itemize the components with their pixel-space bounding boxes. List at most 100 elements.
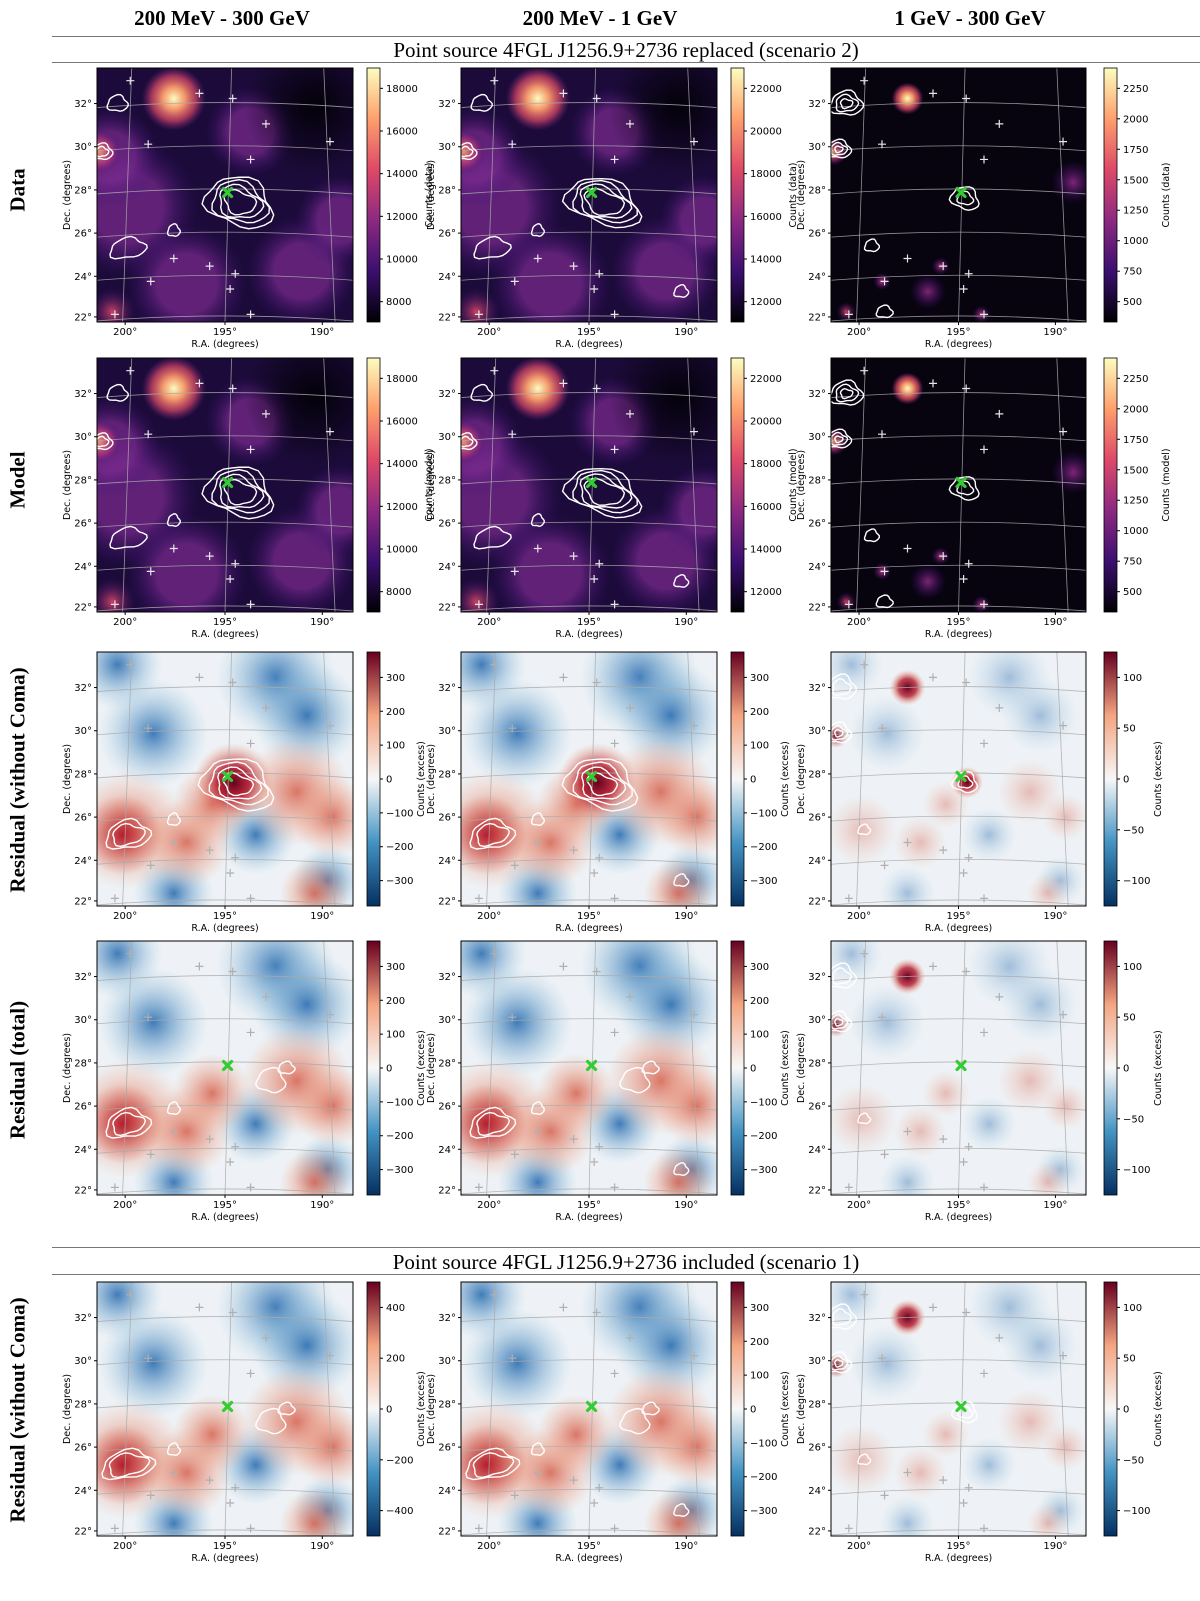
catalog-source-marker <box>205 552 214 561</box>
x-tick-label: 200° <box>113 911 137 922</box>
diffuse-emission <box>610 216 717 322</box>
heatmap <box>97 941 353 1195</box>
catalog-source-marker <box>1059 721 1068 730</box>
significance-contour <box>956 190 975 206</box>
dec-gridline <box>97 858 353 865</box>
colorbar-label: Counts (excess) <box>780 1371 791 1447</box>
colorbar-label: Counts (model) <box>788 448 799 521</box>
ra-gridline <box>588 652 596 906</box>
faint-source <box>931 547 950 566</box>
colorbar <box>730 357 745 613</box>
edge-source <box>461 287 501 322</box>
x-tick-label: 200° <box>847 1200 871 1211</box>
significance-contour <box>957 1405 974 1419</box>
colorbar-tick-label: −200 <box>386 1131 413 1142</box>
y-axis-label: Dec. (degrees) <box>796 160 807 230</box>
positive-residual <box>505 1086 596 1177</box>
dec-gridline <box>831 1188 1086 1195</box>
catalog-source-marker <box>592 1308 601 1317</box>
colorbar-tick-label: 200 <box>750 1337 769 1348</box>
catalog-source-marker <box>325 1010 334 1019</box>
ra-gridline <box>224 1282 232 1536</box>
edge-source <box>461 577 501 612</box>
positive-residual <box>1026 1502 1069 1536</box>
y-tick-label: 30° <box>438 1356 456 1367</box>
dec-gridline <box>831 1316 1086 1322</box>
y-tick-label: 22° <box>438 1185 456 1196</box>
y-tick-label: 24° <box>74 272 92 283</box>
y-tick-label: 26° <box>808 813 826 824</box>
catalog-source-marker <box>878 1354 886 1363</box>
negative-residual <box>215 794 296 875</box>
y-tick-label: 30° <box>808 1356 826 1367</box>
catalog-source-marker <box>860 76 869 85</box>
negative-residual <box>215 1424 296 1505</box>
significance-contour <box>561 467 643 519</box>
x-axis-label: R.A. (degrees) <box>555 1212 622 1223</box>
faint-source <box>972 305 991 322</box>
catalog-source-marker <box>592 678 601 687</box>
catalog-source-marker <box>228 384 237 393</box>
y-tick-label: 32° <box>74 972 92 983</box>
colorbar-tick-label: −200 <box>750 1131 777 1142</box>
significance-contour <box>476 822 511 848</box>
colorbar-tick-label: 22000 <box>750 84 782 95</box>
y-tick-label: 28° <box>808 475 826 486</box>
catalog-source-marker <box>880 1150 889 1159</box>
dec-gridline <box>97 729 353 736</box>
catalog-source-marker <box>246 155 255 164</box>
catalog-source-marker <box>261 409 270 418</box>
dec-gridline <box>97 815 353 822</box>
dec-gridline <box>831 899 1086 906</box>
negative-residual <box>251 660 353 771</box>
ra-gridline <box>323 1282 336 1536</box>
positive-residual <box>279 858 350 906</box>
catalog-source-marker <box>559 673 568 682</box>
dec-gridline <box>97 564 353 571</box>
colorbar-tick-label: 300 <box>386 673 405 684</box>
y-tick-label: 32° <box>438 1313 456 1324</box>
y-tick-label: 22° <box>808 1185 826 1196</box>
dec-gridline <box>461 102 717 108</box>
dec-gridline <box>461 1018 717 1025</box>
x-tick-label: 190° <box>674 617 698 628</box>
catalog-source-marker <box>144 1013 153 1022</box>
negative-residual <box>462 678 573 789</box>
y-tick-label: 26° <box>438 1102 456 1113</box>
negative-residual <box>1001 677 1079 754</box>
colorbar-tick-label: 1750 <box>1123 435 1148 446</box>
y-tick-label: 26° <box>74 813 92 824</box>
negative-residual <box>292 1134 353 1195</box>
ra-gridline <box>958 1282 966 1536</box>
y-tick-label: 30° <box>808 726 826 737</box>
catalog-source-marker <box>533 1127 542 1136</box>
significance-contour <box>106 93 129 112</box>
negative-residual <box>216 941 337 1027</box>
colorbar <box>366 940 381 1196</box>
negative-residual <box>961 1095 1018 1152</box>
y-tick-label: 24° <box>808 272 826 283</box>
ra-gridline <box>687 652 700 906</box>
x-tick-label: 200° <box>477 327 501 338</box>
dec-gridline <box>97 392 353 398</box>
catalog-source-marker <box>939 1135 948 1144</box>
y-tick-label: 26° <box>74 1443 92 1454</box>
y-tick-label: 24° <box>438 562 456 573</box>
ra-gridline <box>1056 941 1069 1195</box>
catalog-source-marker <box>592 384 601 393</box>
positive-residual <box>831 1082 898 1155</box>
dec-gridline <box>461 478 717 485</box>
point-source-marker <box>955 476 967 489</box>
catalog-source-marker <box>860 366 869 375</box>
positive-residual <box>461 769 552 890</box>
dec-gridline <box>831 102 1086 108</box>
panel-frame <box>830 940 1087 1196</box>
significance-contour <box>97 432 114 451</box>
significance-contour <box>561 758 639 812</box>
catalog-source-marker <box>980 739 988 748</box>
catalog-source-marker <box>962 678 971 687</box>
colorbar-tick-label: 1500 <box>1123 465 1148 476</box>
catalog-source-marker <box>959 1498 968 1507</box>
dec-gridline <box>97 145 353 152</box>
significance-contour <box>472 1452 515 1479</box>
